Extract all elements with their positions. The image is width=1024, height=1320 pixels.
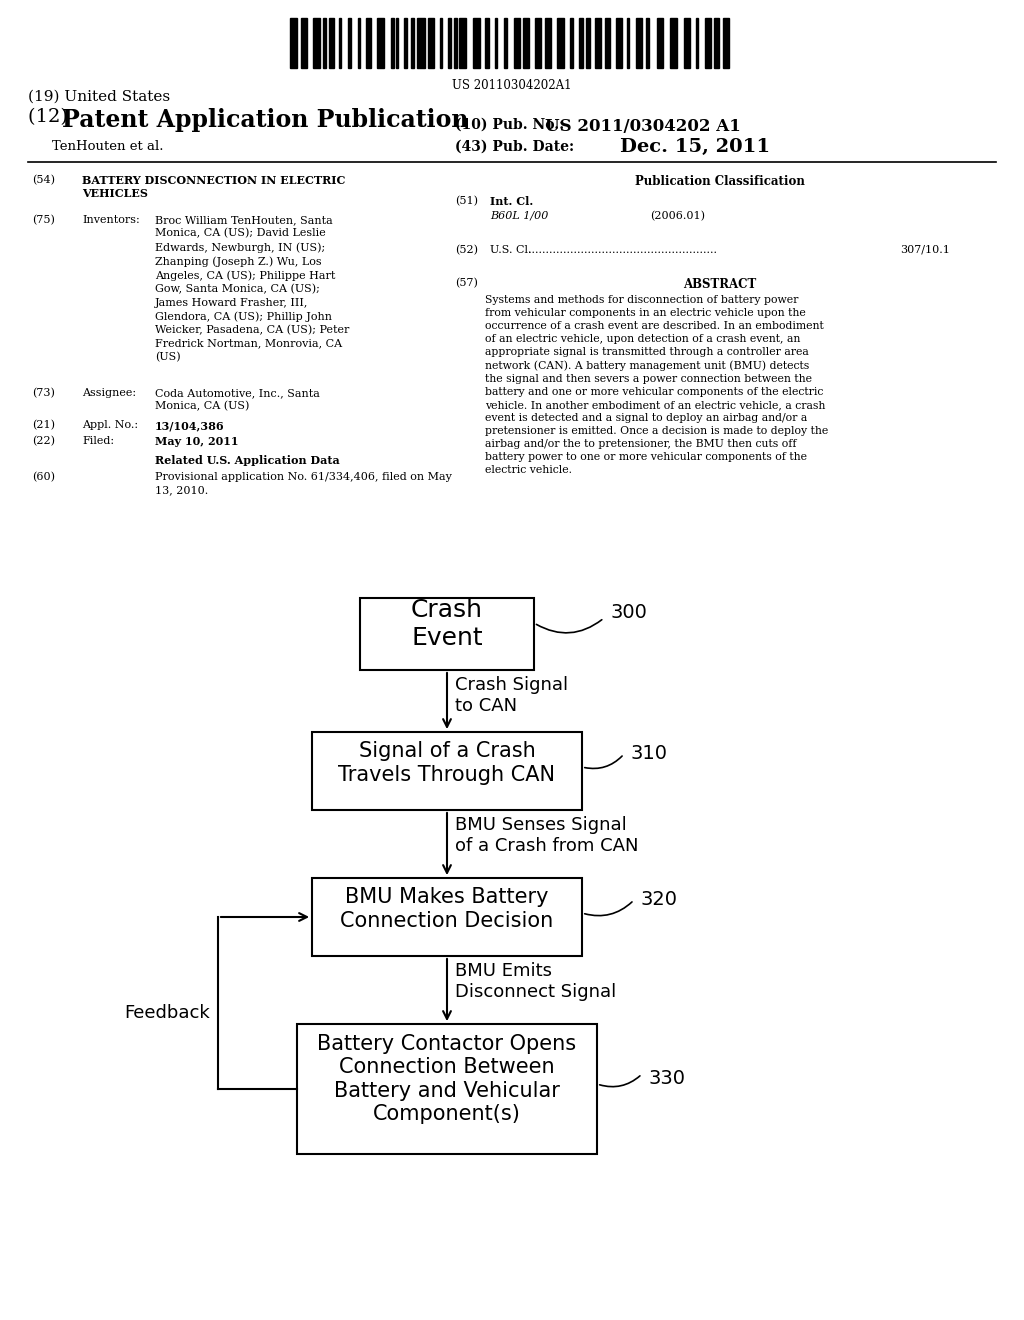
Bar xyxy=(330,18,334,69)
Bar xyxy=(696,18,698,69)
Bar xyxy=(670,18,677,69)
Text: 330: 330 xyxy=(648,1069,685,1088)
Bar xyxy=(449,18,451,69)
Text: BMU Senses Signal
of a Crash from CAN: BMU Senses Signal of a Crash from CAN xyxy=(455,816,639,855)
Bar xyxy=(595,18,601,69)
Bar xyxy=(391,18,393,69)
Bar xyxy=(428,18,434,69)
Bar xyxy=(348,18,350,69)
Bar xyxy=(636,18,642,69)
Text: Broc William TenHouten, Santa
Monica, CA (US); David Leslie
Edwards, Newburgh, I: Broc William TenHouten, Santa Monica, CA… xyxy=(155,215,349,362)
Text: (22): (22) xyxy=(32,436,55,446)
Text: (54): (54) xyxy=(32,176,55,185)
Text: B60L 1/00: B60L 1/00 xyxy=(490,211,549,220)
Text: Int. Cl.: Int. Cl. xyxy=(490,195,534,207)
Bar xyxy=(485,18,488,69)
Text: (10) Pub. No.:: (10) Pub. No.: xyxy=(455,117,564,132)
Bar xyxy=(557,18,564,69)
Bar xyxy=(473,18,480,69)
Text: May 10, 2011: May 10, 2011 xyxy=(155,436,239,447)
Bar xyxy=(656,18,663,69)
Bar xyxy=(495,18,497,69)
Bar xyxy=(569,18,573,69)
Text: Provisional application No. 61/334,406, filed on May
13, 2010.: Provisional application No. 61/334,406, … xyxy=(155,473,452,495)
Bar xyxy=(290,18,297,69)
Bar xyxy=(514,18,520,69)
Text: Filed:: Filed: xyxy=(82,436,114,446)
Text: U.S. Cl.: U.S. Cl. xyxy=(490,246,531,255)
Text: Assignee:: Assignee: xyxy=(82,388,136,399)
Bar xyxy=(312,733,582,810)
Text: Systems and methods for disconnection of battery power
from vehicular components: Systems and methods for disconnection of… xyxy=(485,294,828,475)
Bar xyxy=(396,18,398,69)
Bar xyxy=(312,878,582,956)
Bar xyxy=(301,18,306,69)
Bar xyxy=(605,18,610,69)
Text: TenHouten et al.: TenHouten et al. xyxy=(52,140,164,153)
Bar xyxy=(536,18,541,69)
Text: US 20110304202A1: US 20110304202A1 xyxy=(453,79,571,92)
Text: 13/104,386: 13/104,386 xyxy=(155,420,224,432)
Text: (73): (73) xyxy=(32,388,55,399)
Text: (57): (57) xyxy=(455,279,478,288)
Text: Crash
Event: Crash Event xyxy=(411,598,483,649)
Text: 310: 310 xyxy=(630,744,667,763)
Text: Battery Contactor Opens
Connection Between
Battery and Vehicular
Component(s): Battery Contactor Opens Connection Betwe… xyxy=(317,1034,577,1123)
Bar xyxy=(412,18,414,69)
Bar xyxy=(312,18,319,69)
Bar xyxy=(297,1024,597,1154)
Bar xyxy=(587,18,590,69)
Bar xyxy=(723,18,729,69)
Text: ABSTRACT: ABSTRACT xyxy=(683,279,757,290)
Bar xyxy=(714,18,719,69)
Text: (52): (52) xyxy=(455,246,478,255)
Bar xyxy=(545,18,551,69)
Text: 300: 300 xyxy=(610,603,647,622)
Text: Publication Classification: Publication Classification xyxy=(635,176,805,187)
Bar xyxy=(616,18,623,69)
Bar xyxy=(367,18,371,69)
Bar xyxy=(706,18,712,69)
Bar xyxy=(684,18,690,69)
Text: 320: 320 xyxy=(640,890,677,909)
Text: (60): (60) xyxy=(32,473,55,482)
Bar xyxy=(418,18,425,69)
Bar xyxy=(580,18,583,69)
Text: Feedback: Feedback xyxy=(124,1005,210,1022)
Text: BMU Emits
Disconnect Signal: BMU Emits Disconnect Signal xyxy=(455,962,616,1001)
Text: BMU Makes Battery
Connection Decision: BMU Makes Battery Connection Decision xyxy=(340,887,554,931)
Text: US 2011/0304202 A1: US 2011/0304202 A1 xyxy=(545,117,740,135)
Text: Signal of a Crash
Travels Through CAN: Signal of a Crash Travels Through CAN xyxy=(339,742,555,784)
Text: (75): (75) xyxy=(32,215,55,226)
Text: (51): (51) xyxy=(455,195,478,206)
Text: Dec. 15, 2011: Dec. 15, 2011 xyxy=(620,139,770,156)
Bar xyxy=(646,18,649,69)
Text: Related U.S. Application Data: Related U.S. Application Data xyxy=(155,455,340,466)
Text: (12): (12) xyxy=(28,108,74,125)
Text: (21): (21) xyxy=(32,420,55,430)
Text: (19) United States: (19) United States xyxy=(28,90,170,104)
Text: Patent Application Publication: Patent Application Publication xyxy=(62,108,469,132)
Bar xyxy=(440,18,442,69)
Text: Appl. No.:: Appl. No.: xyxy=(82,420,138,430)
Bar xyxy=(324,18,326,69)
Bar xyxy=(459,18,466,69)
Bar xyxy=(404,18,407,69)
Text: (43) Pub. Date:: (43) Pub. Date: xyxy=(455,140,574,154)
Bar xyxy=(357,18,360,69)
Bar xyxy=(455,18,457,69)
Text: BATTERY DISCONNECTION IN ELECTRIC
VEHICLES: BATTERY DISCONNECTION IN ELECTRIC VEHICL… xyxy=(82,176,345,199)
Bar xyxy=(627,18,630,69)
Bar xyxy=(377,18,384,69)
Bar xyxy=(523,18,529,69)
Text: Crash Signal
to CAN: Crash Signal to CAN xyxy=(455,676,568,715)
Text: 307/10.1: 307/10.1 xyxy=(900,246,950,255)
Text: (2006.01): (2006.01) xyxy=(650,211,705,222)
Bar xyxy=(504,18,507,69)
Text: Coda Automotive, Inc., Santa
Monica, CA (US): Coda Automotive, Inc., Santa Monica, CA … xyxy=(155,388,319,412)
Bar xyxy=(360,598,534,671)
Text: ......................................................: ........................................… xyxy=(528,246,717,255)
Bar xyxy=(339,18,341,69)
Text: Inventors:: Inventors: xyxy=(82,215,139,224)
